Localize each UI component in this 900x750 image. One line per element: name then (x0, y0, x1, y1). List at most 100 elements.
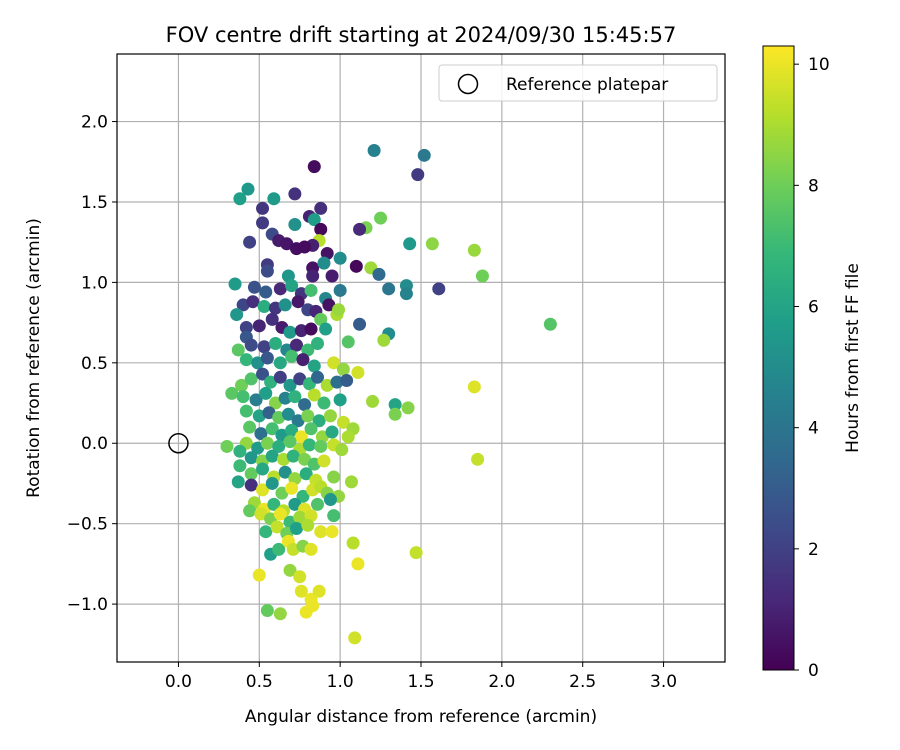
data-point (388, 407, 402, 421)
data-point (231, 343, 245, 357)
data-point (267, 192, 281, 206)
data-point (348, 631, 362, 645)
data-point (346, 536, 360, 550)
data-point (417, 148, 431, 162)
data-point (336, 415, 350, 429)
data-point (288, 217, 302, 231)
data-point (304, 322, 318, 336)
data-point (252, 319, 266, 333)
data-point (333, 393, 347, 407)
colorbar-label: Hours from first FF file (843, 263, 863, 453)
data-point (259, 525, 273, 539)
data-point (304, 542, 318, 556)
data-point (233, 444, 247, 458)
data-point (260, 604, 274, 618)
data-point (307, 359, 321, 373)
data-point (323, 493, 337, 507)
data-point (257, 340, 271, 354)
data-point (327, 356, 341, 370)
data-point (388, 398, 402, 412)
data-point (314, 525, 328, 539)
data-point (259, 386, 273, 400)
data-point (349, 259, 363, 273)
data-point (256, 483, 270, 497)
data-point (471, 452, 485, 466)
data-point (231, 475, 245, 489)
y-tick-label: 2.0 (81, 113, 108, 133)
data-point (307, 213, 321, 227)
data-point (298, 452, 312, 466)
data-point (351, 365, 365, 379)
data-point (285, 349, 299, 363)
data-point (301, 409, 315, 423)
data-point (233, 192, 247, 206)
data-point (377, 333, 391, 347)
data-point (244, 467, 258, 481)
data-point (278, 391, 292, 405)
data-point (254, 507, 268, 521)
data-point (301, 343, 315, 357)
data-point (294, 430, 308, 444)
data-point (330, 375, 344, 389)
y-axis-ticks: −1.0 −0.5 0.0 0.5 1.0 1.5 2.0 (67, 113, 117, 615)
data-point (244, 372, 258, 386)
colorbar-tick-label: 0 (808, 661, 819, 681)
chart-title: FOV centre drift starting at 2024/09/30 … (166, 23, 677, 47)
data-point (244, 338, 258, 352)
data-point (236, 390, 250, 404)
data-point (254, 427, 268, 441)
y-tick-label: −1.0 (67, 595, 108, 615)
x-tick-label: 2.5 (569, 672, 596, 692)
data-point (296, 489, 310, 503)
data-point (317, 454, 331, 468)
data-point (265, 476, 279, 490)
legend: Reference platepar (438, 64, 718, 102)
data-point (365, 394, 379, 408)
data-point (273, 282, 287, 296)
data-point (267, 497, 281, 511)
y-tick-label: 1.5 (81, 193, 108, 213)
colorbar-tick-label: 4 (808, 419, 819, 439)
data-point (268, 337, 282, 351)
data-point (341, 430, 355, 444)
data-point (336, 362, 350, 376)
data-point (314, 439, 328, 453)
data-point (262, 406, 276, 420)
data-point (225, 386, 239, 400)
data-point (317, 396, 331, 410)
y-tick-label: −0.5 (67, 515, 108, 535)
data-point (307, 160, 321, 174)
data-point (272, 542, 286, 556)
data-point (403, 237, 417, 251)
legend-entry-label: Reference platepar (506, 75, 668, 95)
data-point (289, 338, 303, 352)
data-point (311, 497, 325, 511)
data-point (294, 324, 308, 338)
data-point (235, 378, 249, 392)
data-point (265, 449, 279, 463)
x-tick-label: 3.0 (650, 672, 677, 692)
data-point (475, 269, 489, 283)
data-point (307, 388, 321, 402)
data-point (256, 462, 270, 476)
data-point (280, 237, 294, 251)
x-tick-label: 1.5 (407, 672, 434, 692)
data-point (333, 251, 347, 265)
colorbar-tick-label: 10 (808, 55, 830, 75)
data-point (335, 443, 349, 457)
x-tick-label: 0.5 (246, 672, 273, 692)
data-point (304, 283, 318, 297)
data-point (275, 486, 289, 500)
data-point (296, 353, 310, 367)
data-point (301, 518, 315, 532)
data-point (322, 298, 336, 312)
data-point (285, 423, 299, 437)
data-point (247, 280, 261, 294)
x-tick-label: 1.0 (327, 672, 354, 692)
data-point (256, 367, 270, 381)
data-point (268, 396, 282, 410)
x-axis-label: Angular distance from reference (arcmin) (245, 707, 597, 727)
data-point (311, 370, 325, 384)
data-point (293, 510, 307, 524)
